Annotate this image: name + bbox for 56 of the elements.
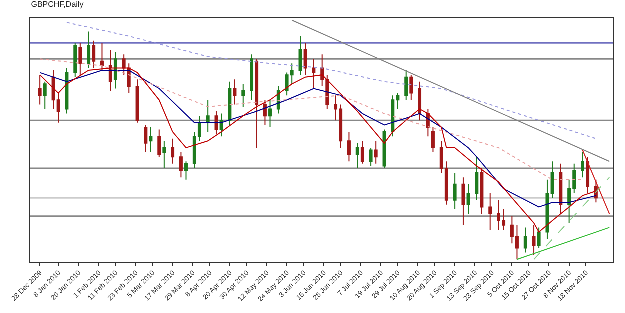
candlestick — [144, 124, 148, 154]
candlestick — [453, 172, 457, 210]
candlestick — [586, 156, 590, 194]
candlestick — [431, 126, 435, 154]
candlestick — [38, 74, 42, 106]
candlestick — [92, 40, 96, 69]
candlestick — [43, 81, 47, 110]
candlestick — [360, 140, 364, 164]
candlestick — [250, 54, 254, 101]
candlestick — [312, 58, 316, 90]
candlestick — [462, 177, 466, 226]
candlestick — [369, 147, 373, 167]
candlestick — [136, 79, 140, 124]
candlestick — [475, 156, 479, 201]
candlestick — [559, 163, 563, 215]
candlestick — [466, 184, 470, 215]
candlestick — [347, 132, 351, 162]
candlestick — [179, 152, 183, 178]
candlestick — [220, 113, 224, 138]
candlestick — [162, 140, 166, 169]
candlestick — [87, 31, 91, 69]
candlestick — [537, 227, 541, 249]
candlestick — [78, 42, 82, 76]
candlestick — [255, 58, 259, 148]
candlestick — [100, 42, 104, 72]
candlestick — [550, 161, 554, 199]
candlestick — [228, 81, 232, 126]
candlestick — [114, 52, 118, 90]
candlestick — [298, 36, 302, 76]
candlestick — [356, 142, 360, 169]
chart-title: GBPCHF,Daily — [31, 0, 84, 10]
candlestick — [233, 79, 237, 106]
candlestick — [532, 224, 536, 256]
candlestick — [524, 227, 528, 254]
candlestick — [122, 54, 126, 76]
candlestick — [581, 152, 584, 178]
candlestick — [65, 68, 69, 114]
candlestick — [74, 42, 78, 78]
candlestick — [268, 100, 272, 128]
candlestick — [374, 140, 378, 164]
candlestick — [184, 161, 188, 180]
candlestick — [108, 50, 112, 92]
candlestick — [242, 84, 246, 108]
candlestick — [171, 138, 175, 164]
candlestick — [418, 81, 422, 122]
candlestick — [480, 168, 484, 215]
candlestick — [158, 129, 162, 158]
candlestick — [546, 179, 550, 240]
candlestick — [410, 74, 414, 101]
candlestick — [149, 126, 153, 154]
candlestick — [263, 100, 267, 126]
candlestick — [404, 70, 408, 101]
candlestick — [214, 111, 218, 135]
candlestick — [488, 193, 492, 230]
candlestick — [304, 42, 308, 76]
candlestick — [206, 100, 210, 133]
